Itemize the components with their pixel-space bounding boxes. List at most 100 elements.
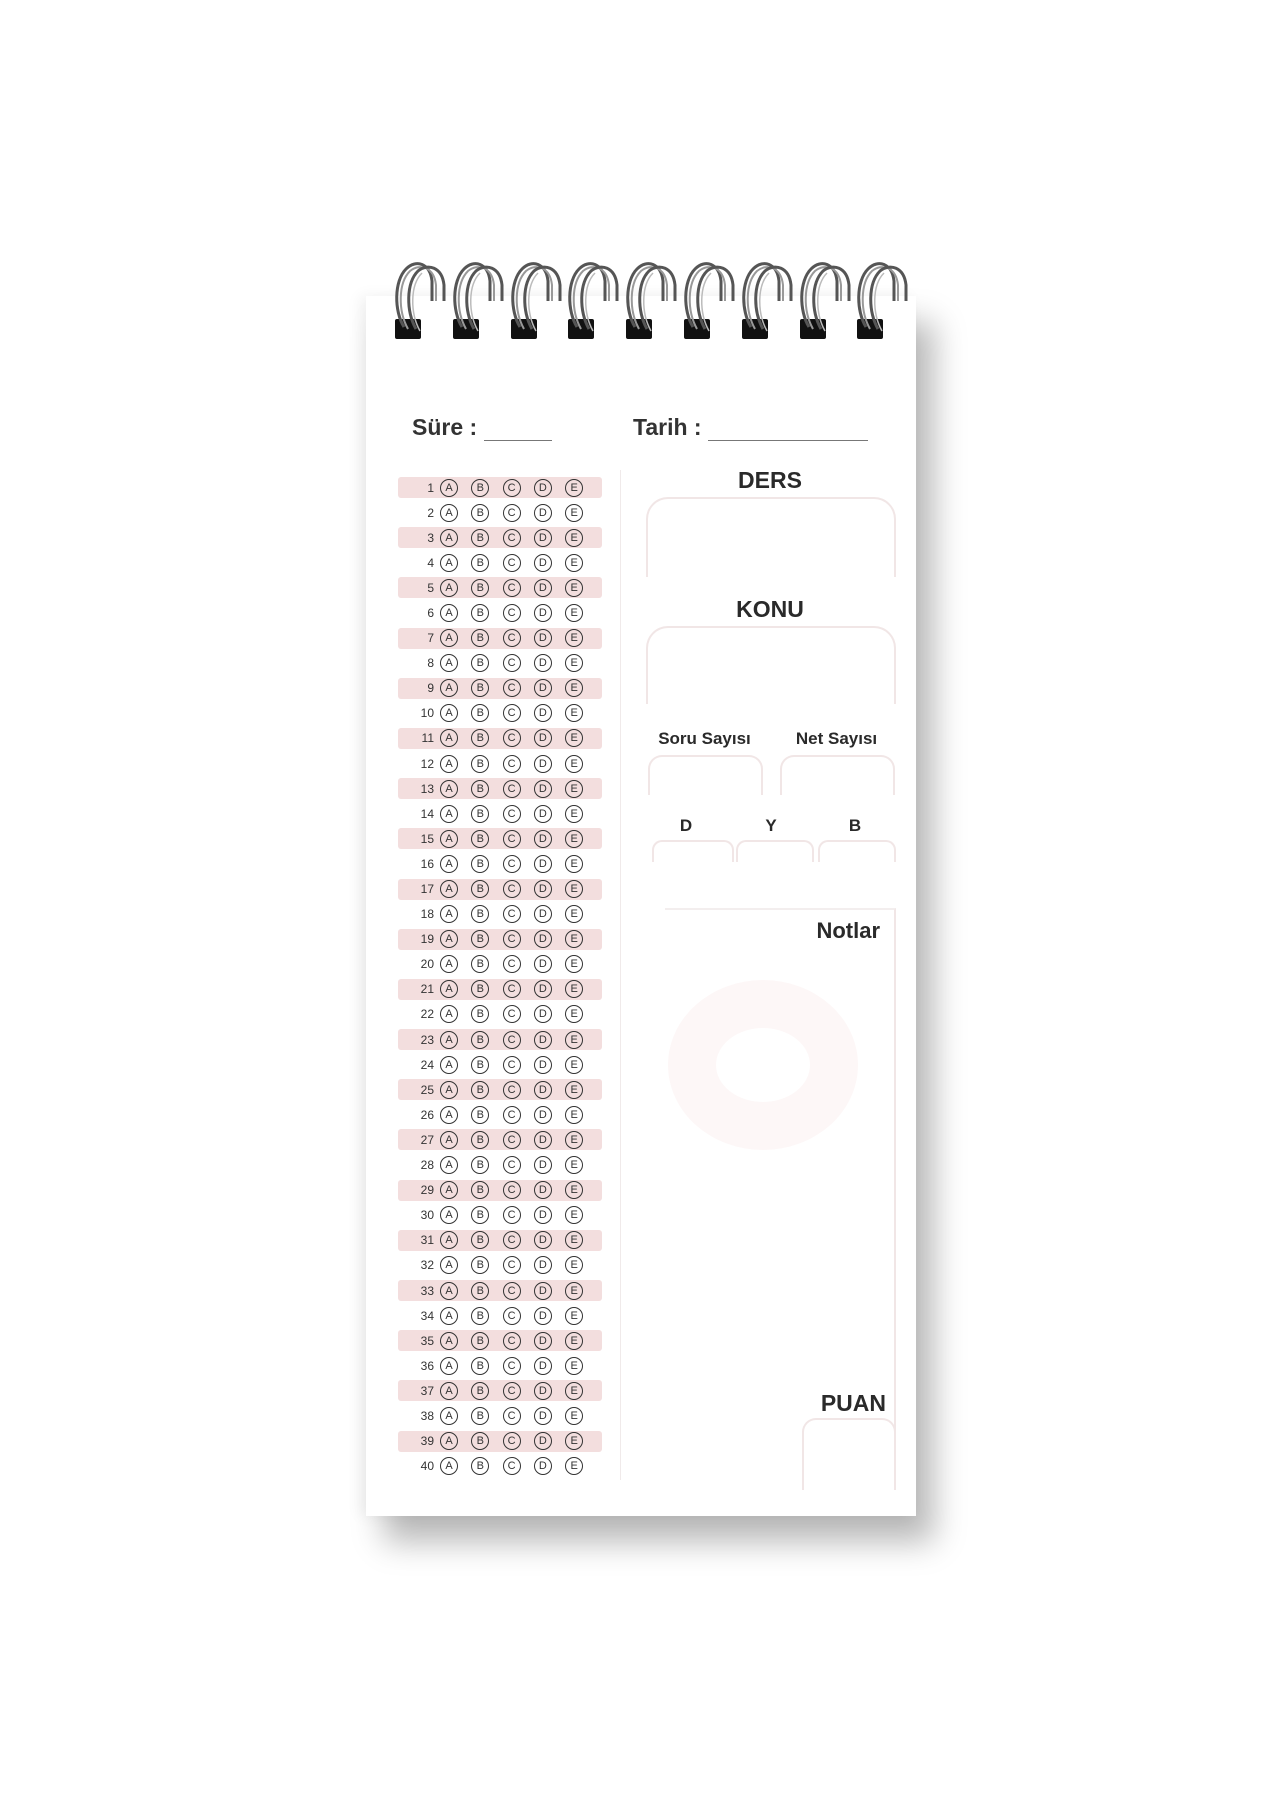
option-bubble-e[interactable]: E — [565, 1005, 584, 1024]
option-bubble-e[interactable]: E — [565, 779, 584, 798]
option-bubble-b[interactable]: B — [471, 1231, 490, 1250]
option-bubble-d[interactable]: D — [533, 679, 552, 698]
option-bubble-a[interactable]: A — [440, 1406, 458, 1425]
option-bubble-d[interactable]: D — [533, 1432, 552, 1451]
option-bubble-e[interactable]: E — [565, 1156, 584, 1175]
option-bubble-e[interactable]: E — [565, 1080, 584, 1099]
option-bubble-d[interactable]: D — [533, 503, 552, 522]
option-bubble-b[interactable]: B — [471, 980, 490, 999]
option-bubble-e[interactable]: E — [565, 1457, 584, 1476]
option-bubble-e[interactable]: E — [565, 905, 584, 924]
option-bubble-b[interactable]: B — [471, 955, 490, 974]
notlar-box[interactable] — [665, 908, 896, 1489]
option-bubble-e[interactable]: E — [565, 1206, 584, 1225]
option-bubble-c[interactable]: C — [502, 679, 521, 698]
option-bubble-d[interactable]: D — [533, 1030, 552, 1049]
yanlis-box[interactable] — [736, 840, 814, 862]
option-bubble-a[interactable]: A — [440, 854, 458, 873]
option-bubble-d[interactable]: D — [533, 1406, 552, 1425]
option-bubble-c[interactable]: C — [502, 1156, 521, 1175]
option-bubble-c[interactable]: C — [502, 528, 521, 547]
option-bubble-a[interactable]: A — [440, 905, 458, 924]
option-bubble-d[interactable]: D — [533, 854, 552, 873]
option-bubble-b[interactable]: B — [471, 1306, 490, 1325]
option-bubble-d[interactable]: D — [533, 1381, 552, 1400]
option-bubble-c[interactable]: C — [502, 829, 521, 848]
option-bubble-b[interactable]: B — [471, 1105, 490, 1124]
option-bubble-e[interactable]: E — [565, 1306, 584, 1325]
option-bubble-d[interactable]: D — [533, 704, 552, 723]
option-bubble-a[interactable]: A — [440, 779, 458, 798]
option-bubble-d[interactable]: D — [533, 1331, 552, 1350]
option-bubble-e[interactable]: E — [565, 1105, 584, 1124]
option-bubble-e[interactable]: E — [565, 704, 584, 723]
puan-box[interactable] — [802, 1418, 896, 1490]
option-bubble-b[interactable]: B — [471, 503, 490, 522]
option-bubble-a[interactable]: A — [440, 754, 458, 773]
option-bubble-a[interactable]: A — [440, 1457, 458, 1476]
option-bubble-c[interactable]: C — [502, 578, 521, 597]
option-bubble-a[interactable]: A — [440, 679, 458, 698]
option-bubble-b[interactable]: B — [471, 578, 490, 597]
option-bubble-a[interactable]: A — [440, 478, 458, 497]
option-bubble-a[interactable]: A — [440, 829, 458, 848]
option-bubble-d[interactable]: D — [533, 1055, 552, 1074]
option-bubble-a[interactable]: A — [440, 1331, 458, 1350]
option-bubble-a[interactable]: A — [440, 1281, 458, 1300]
option-bubble-c[interactable]: C — [502, 1105, 521, 1124]
option-bubble-c[interactable]: C — [502, 1306, 521, 1325]
option-bubble-b[interactable]: B — [471, 654, 490, 673]
option-bubble-c[interactable]: C — [502, 804, 521, 823]
tarih-field[interactable] — [708, 440, 868, 441]
option-bubble-d[interactable]: D — [533, 578, 552, 597]
option-bubble-d[interactable]: D — [533, 528, 552, 547]
option-bubble-a[interactable]: A — [440, 503, 458, 522]
option-bubble-a[interactable]: A — [440, 1432, 458, 1451]
option-bubble-b[interactable]: B — [471, 779, 490, 798]
option-bubble-e[interactable]: E — [565, 578, 584, 597]
option-bubble-a[interactable]: A — [440, 1231, 458, 1250]
option-bubble-d[interactable]: D — [533, 980, 552, 999]
option-bubble-a[interactable]: A — [440, 1005, 458, 1024]
option-bubble-e[interactable]: E — [565, 955, 584, 974]
option-bubble-b[interactable]: B — [471, 704, 490, 723]
option-bubble-d[interactable]: D — [533, 553, 552, 572]
option-bubble-a[interactable]: A — [440, 1030, 458, 1049]
option-bubble-e[interactable]: E — [565, 1231, 584, 1250]
option-bubble-c[interactable]: C — [502, 1256, 521, 1275]
option-bubble-e[interactable]: E — [565, 654, 584, 673]
option-bubble-d[interactable]: D — [533, 1206, 552, 1225]
option-bubble-d[interactable]: D — [533, 880, 552, 898]
option-bubble-b[interactable]: B — [471, 553, 490, 572]
ders-box[interactable] — [646, 497, 896, 577]
option-bubble-b[interactable]: B — [471, 880, 490, 898]
option-bubble-c[interactable]: C — [502, 1130, 521, 1149]
soru-sayisi-box[interactable] — [648, 755, 763, 795]
option-bubble-e[interactable]: E — [565, 930, 584, 949]
option-bubble-a[interactable]: A — [440, 1181, 458, 1200]
option-bubble-b[interactable]: B — [471, 1256, 490, 1275]
option-bubble-b[interactable]: B — [471, 1331, 490, 1350]
option-bubble-b[interactable]: B — [471, 804, 490, 823]
option-bubble-d[interactable]: D — [533, 829, 552, 848]
option-bubble-c[interactable]: C — [502, 1080, 521, 1099]
option-bubble-e[interactable]: E — [565, 1281, 584, 1300]
option-bubble-c[interactable]: C — [502, 930, 521, 949]
option-bubble-e[interactable]: E — [565, 1130, 584, 1149]
option-bubble-d[interactable]: D — [533, 1281, 552, 1300]
option-bubble-b[interactable]: B — [471, 1055, 490, 1074]
option-bubble-b[interactable]: B — [471, 1181, 490, 1200]
option-bubble-b[interactable]: B — [471, 1406, 490, 1425]
option-bubble-e[interactable]: E — [565, 854, 584, 873]
option-bubble-a[interactable]: A — [440, 1130, 458, 1149]
option-bubble-e[interactable]: E — [565, 679, 584, 698]
option-bubble-b[interactable]: B — [471, 679, 490, 698]
option-bubble-c[interactable]: C — [502, 1206, 521, 1225]
option-bubble-c[interactable]: C — [502, 1030, 521, 1049]
option-bubble-e[interactable]: E — [565, 1406, 584, 1425]
option-bubble-d[interactable]: D — [533, 478, 552, 497]
option-bubble-e[interactable]: E — [565, 478, 584, 497]
option-bubble-b[interactable]: B — [471, 729, 490, 748]
option-bubble-b[interactable]: B — [471, 1080, 490, 1099]
option-bubble-b[interactable]: B — [471, 1206, 490, 1225]
